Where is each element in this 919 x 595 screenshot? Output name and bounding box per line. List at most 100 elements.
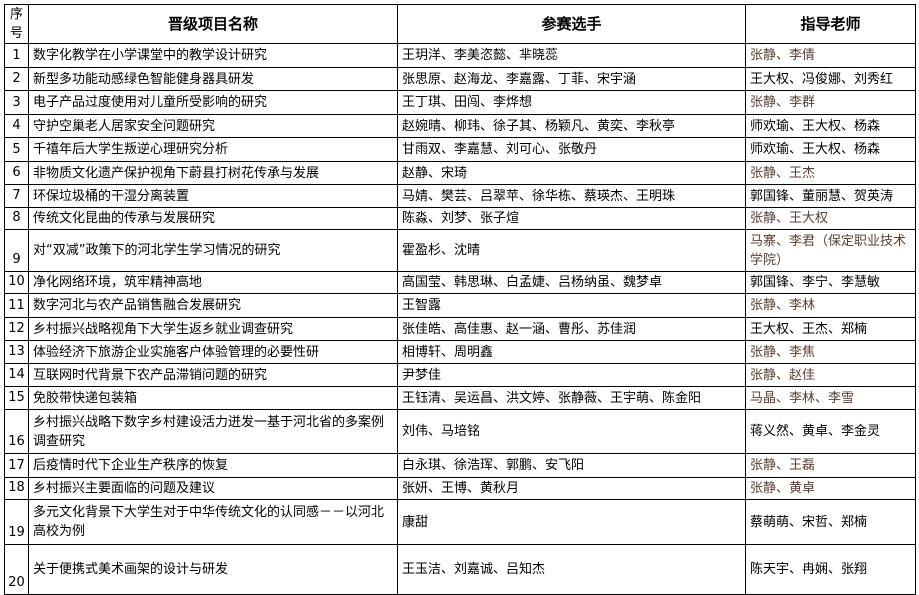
teachers: 蔡萌萌、宋哲、郑楠 — [745, 499, 916, 545]
project-name: 后疫情时代下企业生产秩序的恢复 — [28, 453, 398, 478]
table-row: 10 净化网络环境，筑牢精神高地 高国莹、韩思琳、白孟婕、吕杨纳虽、魏梦卓 郭国锋、李… — [4, 271, 916, 294]
row-number: 19 — [4, 499, 29, 545]
row-number: 1 — [4, 43, 29, 68]
table-row: 17 后疫情时代下企业生产秩序的恢复 白永琪、徐浩珲、郭鹏、安飞阳 张静、王磊 — [4, 453, 916, 478]
row-number: 9 — [4, 229, 29, 272]
project-name: 免胶带快递包装箱 — [28, 386, 398, 410]
project-name: 数字河北与农产品销售融合发展研究 — [28, 293, 398, 318]
students: 王玉洁、刘嘉诚、吕知杰 — [397, 544, 746, 595]
project-name: 净化网络环境，筑牢精神高地 — [28, 271, 398, 294]
project-name: 千禧年后大学生叛逆心理研究分析 — [28, 137, 398, 162]
teachers: 师欢瑜、王大权、杨森 — [745, 114, 916, 138]
project-name: 电子产品过度使用对儿童所受影响的研究 — [28, 90, 398, 115]
project-name: 守护空巢老人居家安全问题研究 — [28, 114, 398, 138]
teachers: 马晶、李林、李雪 — [745, 386, 916, 410]
advanced-projects-table: 序号 晋级项目名称 参赛选手 指导老师 1 数字化教学在小学课堂中的教学设计研究王… — [4, 4, 916, 595]
table-row: 8 传统文化昆曲的传承与发展研究 陈淼、刘梦、张子煊 张静、王大权 — [4, 207, 916, 230]
teachers: 王大权、王杰、郑楠 — [745, 317, 916, 341]
project-name: 对“双减”政策下的河北学生学习情况的研究 — [28, 229, 398, 272]
students: 王智露 — [397, 293, 746, 318]
row-number: 17 — [4, 453, 29, 478]
row-number: 10 — [4, 271, 29, 294]
table-row: 13 体验经济下旅游企业实施客户体验管理的必要性研 相博轩、周明鑫 张静、李焦 — [4, 340, 916, 364]
students: 高国莹、韩思琳、白孟婕、吕杨纳虽、魏梦卓 — [397, 271, 746, 294]
row-number: 5 — [4, 137, 29, 162]
table-row: 12 乡村振兴战略视角下大学生返乡就业调查研究 张佳皓、高佳惠、赵一涵、曹彤、苏佳润… — [4, 317, 916, 341]
row-number: 2 — [4, 67, 29, 91]
project-name: 互联网时代背景下农产品滞销问题的研究 — [28, 363, 398, 387]
students: 尹梦佳 — [397, 363, 746, 387]
teachers: 蒋义然、黄卓、李金灵 — [745, 409, 916, 454]
students: 刘伟、马培铭 — [397, 409, 746, 454]
teachers: 张静、李焦 — [745, 340, 916, 364]
teachers: 王大权、冯俊娜、刘秀红 — [745, 67, 916, 91]
teachers: 张静、王杰 — [745, 161, 916, 185]
row-number: 11 — [4, 293, 29, 318]
table-header-row: 序号 晋级项目名称 参赛选手 指导老师 — [4, 4, 916, 44]
students: 张思原、赵海龙、李嘉露、丁菲、宋宇涵 — [397, 67, 746, 91]
teachers: 马寨、李君（保定职业技术学院） — [745, 229, 916, 272]
teachers: 张静、黄卓 — [745, 477, 916, 500]
table-row: 16 乡村振兴战略下数字乡村建设活力迸发一基于河北省的多案例调查研究 刘伟、马培铭蒋… — [4, 409, 916, 454]
students: 张妍、王博、黄秋月 — [397, 477, 746, 500]
project-name: 乡村振兴主要面临的问题及建议 — [28, 477, 398, 500]
table-row: 7 环保垃圾桶的干湿分离装置 马婧、樊芸、吕翠苹、徐华栋、蔡瑛杰、王明珠 郭国锋、董丽… — [4, 184, 916, 208]
project-name: 环保垃圾桶的干湿分离装置 — [28, 184, 398, 208]
students: 王丁琪、田闯、李烨想 — [397, 90, 746, 115]
table-row: 1 数字化教学在小学课堂中的教学设计研究 王玥洋、李美恣懿、芈晓蕊 张静、李倩 — [4, 43, 916, 68]
students: 张佳皓、高佳惠、赵一涵、曹彤、苏佳润 — [397, 317, 746, 341]
row-number: 3 — [4, 90, 29, 115]
header-students: 参赛选手 — [397, 4, 746, 44]
table-row: 6 非物质文化遗产保护视角下蔚县打树花传承与发展 赵静、宋琦 张静、王杰 — [4, 161, 916, 185]
students: 霍盈杉、沈晴 — [397, 229, 746, 272]
table-row: 9 对“双减”政策下的河北学生学习情况的研究 霍盈杉、沈晴 马寨、李君（保定职业技术学… — [4, 229, 916, 272]
row-number: 20 — [4, 544, 29, 595]
table-row: 15 免胶带快递包装箱 王钰清、吴运昌、洪文婷、张静薇、王宇萌、陈金阳 马晶、李林、李… — [4, 386, 916, 410]
teachers: 郭国锋、李宁、李慧敏 — [745, 271, 916, 294]
students: 王钰清、吴运昌、洪文婷、张静薇、王宇萌、陈金阳 — [397, 386, 746, 410]
row-number: 18 — [4, 477, 29, 500]
table-row: 11 数字河北与农产品销售融合发展研究 王智露 张静、李林 — [4, 293, 916, 318]
teachers: 郭国锋、董丽慧、贺英涛 — [745, 184, 916, 208]
project-name: 非物质文化遗产保护视角下蔚县打树花传承与发展 — [28, 161, 398, 185]
students: 甘雨双、李嘉慧、刘可心、张敬丹 — [397, 137, 746, 162]
table-row: 20 关于便携式美术画架的设计与研发 王玉洁、刘嘉诚、吕知杰 陈天宇、冉娴、张翔 — [4, 544, 916, 595]
table-row: 4 守护空巢老人居家安全问题研究 赵婉晴、柳玮、徐子其、杨颖凡、黄奕、李秋亭 师欢瑜、… — [4, 114, 916, 138]
row-number: 12 — [4, 317, 29, 341]
table-row: 5 千禧年后大学生叛逆心理研究分析 甘雨双、李嘉慧、刘可心、张敬丹 师欢瑜、王大权、杨… — [4, 137, 916, 162]
students: 王玥洋、李美恣懿、芈晓蕊 — [397, 43, 746, 68]
project-name: 传统文化昆曲的传承与发展研究 — [28, 207, 398, 230]
row-number: 14 — [4, 363, 29, 387]
header-no: 序号 — [4, 4, 29, 44]
table-row: 3 电子产品过度使用对儿童所受影响的研究 王丁琪、田闯、李烨想 张静、李群 — [4, 90, 916, 115]
teachers: 张静、赵佳 — [745, 363, 916, 387]
teachers: 张静、王大权 — [745, 207, 916, 230]
table-row: 2 新型多功能动感绿色智能健身器具研发 张思原、赵海龙、李嘉露、丁菲、宋宇涵 王大权、… — [4, 67, 916, 91]
project-name: 新型多功能动感绿色智能健身器具研发 — [28, 67, 398, 91]
row-number: 16 — [4, 409, 29, 454]
project-name: 关于便携式美术画架的设计与研发 — [28, 544, 398, 595]
table-row: 14 互联网时代背景下农产品滞销问题的研究 尹梦佳 张静、赵佳 — [4, 363, 916, 387]
project-name: 乡村振兴战略下数字乡村建设活力迸发一基于河北省的多案例调查研究 — [28, 409, 398, 454]
row-number: 8 — [4, 207, 29, 230]
teachers: 师欢瑜、王大权、杨森 — [745, 137, 916, 162]
students: 相博轩、周明鑫 — [397, 340, 746, 364]
students: 康甜 — [397, 499, 746, 545]
project-name: 乡村振兴战略视角下大学生返乡就业调查研究 — [28, 317, 398, 341]
row-number: 6 — [4, 161, 29, 185]
teachers: 张静、李群 — [745, 90, 916, 115]
table-row: 18 乡村振兴主要面临的问题及建议 张妍、王博、黄秋月 张静、黄卓 — [4, 477, 916, 500]
header-teachers: 指导老师 — [745, 4, 916, 44]
teachers: 张静、李林 — [745, 293, 916, 318]
students: 赵婉晴、柳玮、徐子其、杨颖凡、黄奕、李秋亭 — [397, 114, 746, 138]
students: 陈淼、刘梦、张子煊 — [397, 207, 746, 230]
teachers: 陈天宇、冉娴、张翔 — [745, 544, 916, 595]
row-number: 7 — [4, 184, 29, 208]
header-project: 晋级项目名称 — [28, 4, 398, 44]
row-number: 4 — [4, 114, 29, 138]
students: 白永琪、徐浩珲、郭鹏、安飞阳 — [397, 453, 746, 478]
teachers: 张静、李倩 — [745, 43, 916, 68]
students: 马婧、樊芸、吕翠苹、徐华栋、蔡瑛杰、王明珠 — [397, 184, 746, 208]
table-row: 19 多元文化背景下大学生对于中华传统文化的认同感－－以河北高校为例 康甜 蔡萌萌、宋… — [4, 499, 916, 545]
teachers: 张静、王磊 — [745, 453, 916, 478]
